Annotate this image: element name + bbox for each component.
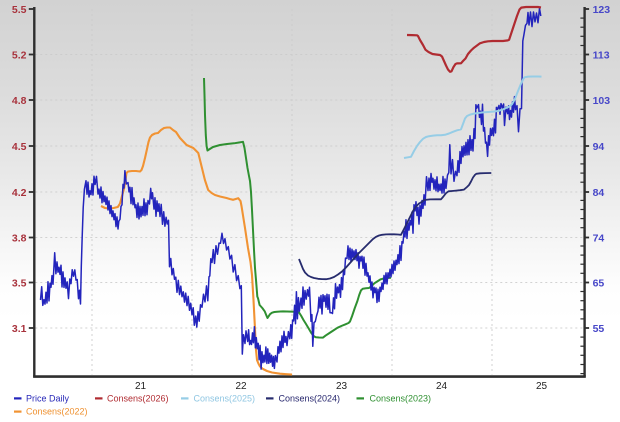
svg-text:3.8: 3.8 [12,232,27,244]
svg-text:3.5: 3.5 [12,277,27,289]
svg-text:Consens(2026): Consens(2026) [107,394,169,404]
svg-text:Price Daily: Price Daily [26,394,70,404]
svg-text:4.8: 4.8 [12,95,27,107]
svg-text:Consens(2023): Consens(2023) [370,394,432,404]
svg-text:94: 94 [593,141,605,153]
svg-text:4.5: 4.5 [12,141,27,153]
svg-text:123: 123 [593,4,611,16]
svg-text:3.1: 3.1 [12,323,27,335]
svg-text:Consens(2025): Consens(2025) [194,394,256,404]
svg-text:23: 23 [336,381,348,392]
svg-text:4.2: 4.2 [12,187,27,199]
svg-text:74: 74 [593,232,605,244]
svg-text:21: 21 [135,381,147,392]
svg-text:5.5: 5.5 [12,4,27,16]
svg-text:22: 22 [235,381,247,392]
svg-text:Consens(2024): Consens(2024) [279,394,341,404]
svg-text:24: 24 [436,381,448,392]
svg-text:103: 103 [593,95,611,107]
svg-text:84: 84 [593,187,605,199]
svg-text:55: 55 [593,323,605,335]
svg-text:Consens(2022): Consens(2022) [26,407,88,417]
svg-text:65: 65 [593,277,605,289]
svg-text:113: 113 [593,49,610,61]
svg-text:25: 25 [536,381,548,392]
svg-text:5.2: 5.2 [12,49,27,61]
